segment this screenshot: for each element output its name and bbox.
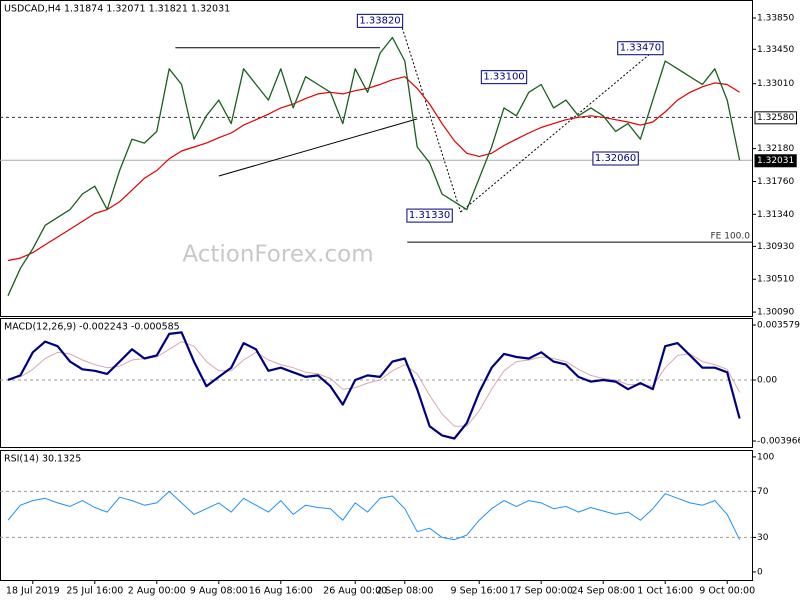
panel-frame bbox=[0, 0, 753, 317]
label-box bbox=[754, 154, 797, 168]
watermark: ActionForex.com bbox=[182, 242, 373, 268]
label-box bbox=[592, 151, 639, 166]
trend-line-label: FE 100.0 bbox=[711, 232, 751, 242]
y-tick-label: 100 bbox=[757, 452, 774, 462]
label-box bbox=[480, 70, 528, 85]
y-tick-label: 1.30510 bbox=[757, 275, 794, 285]
trend-line bbox=[399, 20, 462, 213]
y-tick-label: 1.32180 bbox=[757, 144, 794, 154]
panel-title: MACD(12,26,9) -0.002243 -0.000585 bbox=[4, 322, 180, 333]
series-line bbox=[7, 331, 741, 440]
y-tick-label: 1.31340 bbox=[757, 210, 794, 220]
y-tick-label: 1.31760 bbox=[757, 177, 794, 187]
y-tick-label: 1.33010 bbox=[757, 79, 794, 89]
x-tick-label: 1 Oct 16:00 bbox=[637, 586, 693, 597]
label-box bbox=[754, 111, 797, 125]
panel-title: USDCAD,H4 1.31874 1.32071 1.31821 1.3203… bbox=[4, 4, 230, 15]
y-tick-label: 0.003579 bbox=[757, 320, 800, 330]
series-line bbox=[7, 76, 740, 262]
label-box bbox=[356, 13, 404, 28]
label-box bbox=[617, 41, 664, 56]
h-line-label: 1.32580 bbox=[757, 113, 794, 123]
price-annotation: 1.33470 bbox=[620, 43, 661, 54]
panel-frame bbox=[0, 318, 753, 448]
y-tick-label: 1.33450 bbox=[757, 45, 794, 55]
x-tick-label: 9 Aug 08:00 bbox=[190, 586, 248, 597]
x-tick-label: 9 Sep 16:00 bbox=[451, 586, 508, 597]
y-tick-label: 70 bbox=[757, 487, 769, 497]
price-annotation: 1.32060 bbox=[595, 153, 636, 164]
y-tick-label: 1.33850 bbox=[757, 13, 794, 23]
x-tick-label: 17 Sep 00:00 bbox=[509, 586, 572, 597]
x-tick-label: 26 Aug 00:00 bbox=[323, 586, 387, 597]
x-tick-label: 16 Aug 16:00 bbox=[249, 586, 313, 597]
panel-frame bbox=[0, 450, 753, 581]
y-tick-label: -0.003966 bbox=[757, 437, 800, 447]
series-line bbox=[7, 341, 741, 427]
y-tick-label: 1.30930 bbox=[757, 242, 794, 252]
y-tick-label: 0 bbox=[757, 567, 763, 577]
series-line bbox=[7, 36, 741, 296]
y-tick-label: 0.00 bbox=[757, 376, 777, 386]
x-tick-label: 2 Sep 08:00 bbox=[376, 586, 433, 597]
price-annotation: 1.33100 bbox=[483, 72, 524, 83]
y-tick-label: 1.30090 bbox=[757, 308, 794, 318]
series-line bbox=[7, 490, 741, 541]
y-tick-label: 30 bbox=[757, 533, 769, 543]
price-annotation: 1.33820 bbox=[359, 15, 400, 26]
x-tick-label: 24 Sep 08:00 bbox=[571, 586, 634, 597]
panel-title: RSI(14) 30.1325 bbox=[4, 454, 81, 465]
price-annotation: 1.31330 bbox=[409, 210, 450, 221]
trend-line bbox=[218, 118, 418, 177]
x-tick-label: 25 Jul 16:00 bbox=[66, 586, 123, 597]
x-tick-label: 9 Oct 00:00 bbox=[699, 586, 755, 597]
x-tick-label: 18 Jul 2019 bbox=[6, 586, 60, 597]
x-tick-label: 2 Aug 00:00 bbox=[128, 586, 186, 597]
h-line-label: 1.32031 bbox=[757, 156, 794, 166]
label-box bbox=[406, 208, 453, 223]
trend-line bbox=[460, 44, 661, 213]
